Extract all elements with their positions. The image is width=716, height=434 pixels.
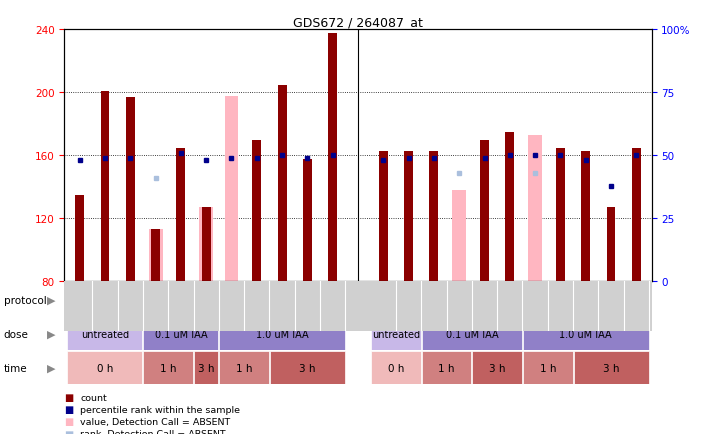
Text: 0 h: 0 h — [388, 363, 404, 373]
Text: 0 h: 0 h — [97, 363, 113, 373]
Text: untreated: untreated — [81, 329, 129, 339]
Bar — [225, 96, 238, 282]
Bar — [523, 318, 649, 350]
Bar — [199, 208, 213, 282]
Bar — [303, 159, 311, 282]
Text: 3 h: 3 h — [198, 363, 214, 373]
Bar — [126, 98, 135, 282]
Bar — [523, 352, 573, 384]
Bar — [632, 148, 641, 282]
Bar — [624, 30, 649, 282]
Bar — [67, 30, 92, 282]
Bar — [270, 30, 294, 282]
Bar — [194, 352, 218, 384]
Text: 1 h: 1 h — [236, 363, 252, 373]
Text: ▶: ▶ — [47, 329, 56, 339]
Bar — [149, 230, 163, 282]
Text: value, Detection Call = ABSENT: value, Detection Call = ABSENT — [80, 417, 231, 426]
Bar — [581, 151, 590, 282]
Bar — [505, 132, 514, 282]
Text: untreated: untreated — [372, 329, 420, 339]
Bar — [219, 30, 243, 282]
Text: dose: dose — [4, 329, 29, 339]
Text: ■: ■ — [64, 429, 74, 434]
Bar — [498, 30, 522, 282]
Bar — [422, 352, 471, 384]
Bar — [278, 85, 286, 282]
Bar — [321, 30, 345, 282]
Text: ■: ■ — [64, 404, 74, 414]
Bar — [67, 352, 142, 384]
Bar — [473, 352, 522, 384]
Bar — [202, 208, 211, 282]
Text: percentile rank within the sample: percentile rank within the sample — [80, 405, 240, 414]
Bar — [397, 30, 421, 282]
Bar — [548, 30, 573, 282]
Bar — [371, 352, 421, 384]
Bar — [606, 208, 616, 282]
Text: time: time — [4, 363, 27, 373]
Text: 1.0 uM IAA: 1.0 uM IAA — [559, 329, 612, 339]
Bar — [523, 30, 547, 282]
Text: protocol: protocol — [4, 295, 47, 305]
Bar — [270, 352, 345, 384]
Bar — [422, 318, 522, 350]
Bar — [371, 318, 421, 350]
Text: count: count — [80, 393, 107, 401]
Text: ▶: ▶ — [47, 295, 56, 305]
Bar — [219, 318, 345, 350]
Text: ■: ■ — [64, 392, 74, 402]
Bar — [143, 352, 193, 384]
Bar — [328, 33, 337, 282]
Bar — [405, 151, 413, 282]
Text: 3 h: 3 h — [603, 363, 619, 373]
Bar — [422, 30, 446, 282]
Bar — [574, 30, 598, 282]
Text: 1 h: 1 h — [160, 363, 176, 373]
Bar — [143, 318, 218, 350]
Text: 1.0 uM IAA: 1.0 uM IAA — [256, 329, 309, 339]
Bar — [75, 195, 84, 282]
Text: 0.1 uM IAA: 0.1 uM IAA — [155, 329, 207, 339]
Bar — [473, 30, 497, 282]
Bar — [143, 30, 168, 282]
Bar — [100, 92, 110, 282]
Bar — [67, 318, 142, 350]
Bar — [599, 30, 623, 282]
Bar — [556, 148, 565, 282]
Text: ■: ■ — [64, 417, 74, 426]
Text: ▶: ▶ — [47, 363, 56, 373]
Bar — [295, 30, 319, 282]
Bar — [67, 284, 345, 316]
Bar — [245, 30, 269, 282]
Bar — [371, 30, 395, 282]
Bar — [252, 140, 261, 282]
Text: 1 h: 1 h — [540, 363, 556, 373]
Bar — [219, 352, 269, 384]
Text: 0.1 uM IAA: 0.1 uM IAA — [445, 329, 498, 339]
Bar — [93, 30, 117, 282]
Bar — [151, 230, 160, 282]
Bar — [194, 30, 218, 282]
Bar — [447, 30, 471, 282]
Bar — [118, 30, 142, 282]
Bar — [379, 151, 388, 282]
Bar — [528, 135, 542, 282]
Text: 1 h: 1 h — [438, 363, 455, 373]
Bar — [453, 191, 466, 282]
Bar — [176, 148, 185, 282]
Bar — [430, 151, 438, 282]
Text: 3 h: 3 h — [489, 363, 505, 373]
Bar — [480, 140, 489, 282]
Text: 3 h: 3 h — [299, 363, 316, 373]
Bar — [574, 352, 649, 384]
Text: rank, Detection Call = ABSENT: rank, Detection Call = ABSENT — [80, 429, 226, 434]
Text: hybridization 2: hybridization 2 — [468, 295, 551, 305]
Bar — [371, 284, 649, 316]
Text: hybridization 1: hybridization 1 — [165, 295, 248, 305]
Title: GDS672 / 264087_at: GDS672 / 264087_at — [293, 16, 423, 29]
Bar — [169, 30, 193, 282]
